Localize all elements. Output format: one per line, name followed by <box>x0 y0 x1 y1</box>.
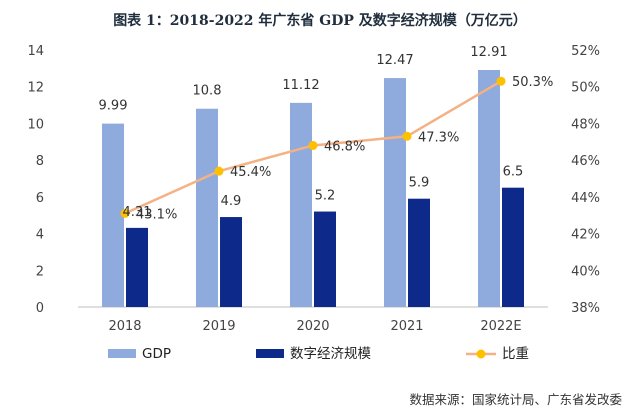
legend-gdp-swatch <box>108 349 136 358</box>
gdp-bar <box>290 102 312 308</box>
legend-gdp-label: GDP <box>142 346 171 362</box>
x-tick-label: 2022E <box>480 319 521 334</box>
left-tick-label: 4 <box>36 228 44 243</box>
chart-title: 图表 1：2018-2022 年广东省 GDP 及数字经济规模（万亿元） <box>113 13 527 29</box>
digital-economy-bar <box>126 227 148 307</box>
right-tick-label: 42% <box>571 228 600 243</box>
ratio-data-label: 50.3% <box>512 75 553 90</box>
ratio-point <box>308 140 318 150</box>
right-tick-label: 48% <box>571 117 600 132</box>
digital-economy-bar <box>314 211 336 307</box>
left-tick-label: 12 <box>27 81 44 96</box>
chart: 0 2 4 6 8 10 12 14 38% 40% 42% 44% 46% 48% 50% 52% 201… <box>27 44 600 362</box>
x-tick-label: 2021 <box>390 319 423 334</box>
gdp-data-label: 11.12 <box>282 78 319 93</box>
ratio-data-label: 43.1% <box>136 207 177 222</box>
ratio-point <box>214 166 224 176</box>
gdp-bar <box>384 78 406 307</box>
ratio-data-label: 45.4% <box>230 165 271 180</box>
gdp-data-label: 12.91 <box>470 45 507 60</box>
bars <box>102 70 524 308</box>
digital-economy-data-label: 5.2 <box>315 189 336 204</box>
digital-economy-data-label: 5.9 <box>409 176 430 191</box>
left-tick-label: 6 <box>36 191 44 206</box>
left-tick-label: 14 <box>27 44 44 59</box>
gdp-bar <box>196 108 218 307</box>
ratio-data-label: 46.8% <box>324 139 365 154</box>
right-axis: 38% 40% 42% 44% 46% 48% 50% 52% <box>571 44 600 316</box>
ratio-data-label: 47.3% <box>418 130 459 145</box>
legend: GDP 数字经济规模 比重 <box>108 346 529 362</box>
ratio-point <box>496 76 506 86</box>
left-tick-label: 0 <box>36 301 44 316</box>
digital-economy-data-label: 4.9 <box>221 194 242 209</box>
x-tick-label: 2020 <box>296 319 329 334</box>
digital-economy-bar <box>502 187 524 307</box>
legend-digital-economy-label: 数字经济规模 <box>290 346 371 362</box>
right-tick-label: 50% <box>571 81 600 96</box>
right-tick-label: 38% <box>571 301 600 316</box>
x-tick-label: 2018 <box>108 319 141 334</box>
left-tick-label: 2 <box>36 264 44 279</box>
gdp-data-label: 12.47 <box>376 53 413 68</box>
gdp-data-label: 10.8 <box>193 84 222 99</box>
ratio-line <box>120 76 506 218</box>
ratio-point <box>402 131 412 141</box>
digital-economy-data-label: 4.31 <box>123 205 152 220</box>
digital-economy-data-label: 6.5 <box>503 165 524 180</box>
left-tick-label: 10 <box>27 117 44 132</box>
source-note: 数据来源：国家统计局、广东省发改委 <box>409 392 622 407</box>
left-axis: 0 2 4 6 8 10 12 14 <box>27 44 44 316</box>
gdp-bar <box>478 70 500 308</box>
legend-digital-economy-swatch <box>256 349 284 358</box>
right-tick-label: 46% <box>571 154 600 169</box>
right-tick-label: 44% <box>571 191 600 206</box>
ratio-point <box>120 208 130 218</box>
left-tick-label: 8 <box>36 154 44 169</box>
legend-ratio-label: 比重 <box>502 346 529 362</box>
gdp-data-label: 9.99 <box>99 99 128 114</box>
x-tick-label: 2019 <box>202 319 235 334</box>
gdp-bar <box>102 123 124 307</box>
right-tick-label: 52% <box>571 44 600 59</box>
x-axis: 2018 2019 2020 2021 2022E <box>78 306 548 334</box>
right-tick-label: 40% <box>571 264 600 279</box>
data-labels: 9.99 4.31 10.8 4.9 11.12 5.2 12.47 5.9 12.91 6.5 4… <box>99 45 554 222</box>
digital-economy-bar <box>408 198 430 307</box>
legend-ratio-marker <box>476 349 486 359</box>
digital-economy-bar <box>220 217 242 307</box>
